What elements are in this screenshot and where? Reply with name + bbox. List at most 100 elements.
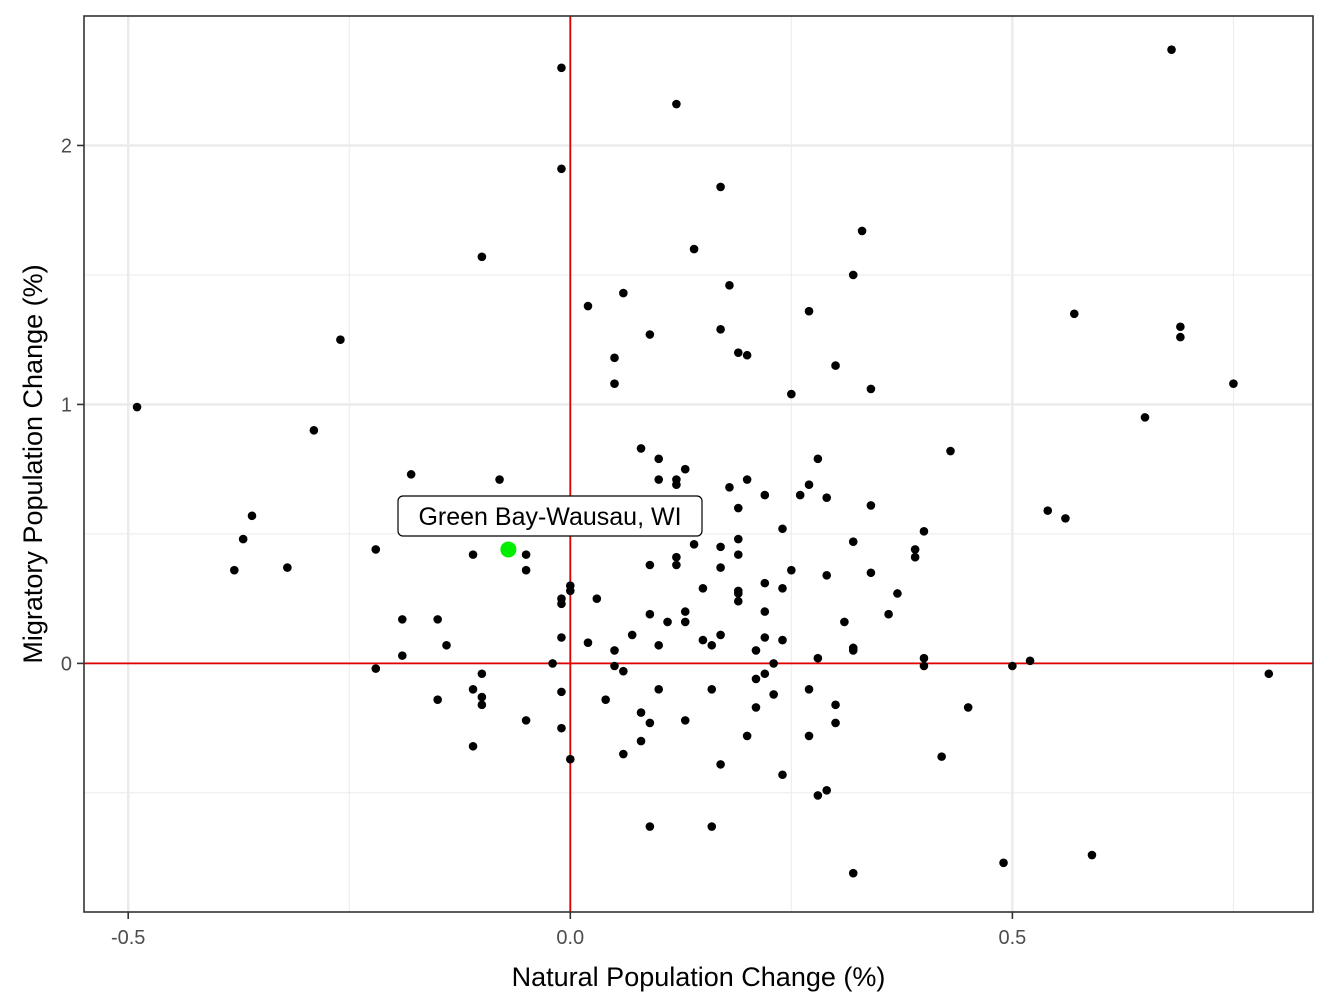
y-tick-label: 2 xyxy=(61,135,72,157)
data-point xyxy=(619,288,628,298)
data-point xyxy=(433,615,442,624)
data-point xyxy=(884,609,893,619)
data-point xyxy=(565,586,575,596)
data-point xyxy=(857,226,867,236)
data-point xyxy=(742,731,752,741)
data-point xyxy=(398,615,407,624)
data-point xyxy=(495,475,504,484)
data-point xyxy=(1087,850,1097,860)
data-point xyxy=(848,270,858,280)
data-point xyxy=(1176,332,1185,342)
y-axis: 0 1 2 xyxy=(61,135,84,675)
data-point xyxy=(672,480,681,490)
data-point xyxy=(937,752,946,761)
data-point xyxy=(689,244,699,254)
data-point xyxy=(1140,413,1150,422)
data-point xyxy=(778,584,787,593)
x-tick-label: 0.5 xyxy=(998,927,1026,949)
data-point xyxy=(1176,322,1185,332)
data-point xyxy=(610,661,619,671)
data-point xyxy=(230,565,239,575)
data-point xyxy=(1025,656,1035,666)
data-point xyxy=(583,638,593,647)
data-point xyxy=(804,306,814,316)
x-axis-title: Natural Population Change (%) xyxy=(512,962,886,992)
data-point xyxy=(557,723,566,733)
data-point xyxy=(645,609,655,619)
data-point xyxy=(610,646,619,655)
data-point xyxy=(672,552,681,562)
data-point xyxy=(654,640,664,650)
data-point xyxy=(787,389,796,399)
data-point xyxy=(733,534,743,544)
data-point xyxy=(645,330,655,339)
data-point xyxy=(406,470,416,479)
data-point xyxy=(521,550,531,559)
data-point xyxy=(680,716,690,725)
data-point xyxy=(787,565,796,575)
data-point xyxy=(716,542,725,552)
data-point xyxy=(1264,669,1274,679)
data-point xyxy=(822,785,832,795)
data-points xyxy=(132,45,1274,878)
data-point xyxy=(866,568,876,578)
data-point xyxy=(627,630,637,640)
data-point xyxy=(910,552,920,562)
data-point xyxy=(919,653,929,663)
data-point xyxy=(636,708,646,717)
plot-panel-border xyxy=(83,15,1314,913)
data-point xyxy=(645,822,655,831)
data-point xyxy=(477,252,487,262)
data-point xyxy=(521,565,531,575)
data-point xyxy=(583,301,593,311)
data-point xyxy=(698,584,708,593)
data-point xyxy=(804,731,814,741)
data-point xyxy=(1043,506,1053,515)
data-point xyxy=(619,749,628,759)
data-point xyxy=(610,353,619,363)
data-point xyxy=(477,700,487,710)
data-point xyxy=(654,475,664,484)
data-point xyxy=(1061,514,1070,523)
data-point xyxy=(866,501,876,510)
data-point xyxy=(751,674,761,684)
data-point xyxy=(636,444,646,453)
y-tick-label: 1 xyxy=(61,394,72,416)
data-point xyxy=(1167,45,1176,54)
data-point xyxy=(831,361,840,370)
data-point xyxy=(813,791,823,800)
data-point xyxy=(999,858,1008,868)
data-point xyxy=(636,736,646,746)
data-point xyxy=(919,661,929,671)
data-point xyxy=(371,545,381,554)
data-point xyxy=(433,695,442,704)
data-point xyxy=(725,483,734,492)
data-point xyxy=(592,594,602,603)
data-point xyxy=(601,695,610,704)
data-point xyxy=(919,527,929,536)
data-point xyxy=(769,690,778,699)
data-point xyxy=(716,630,725,640)
data-point xyxy=(963,703,973,712)
data-point xyxy=(760,578,770,588)
x-axis: -0.5 0.0 0.5 xyxy=(111,912,1026,949)
data-point xyxy=(707,640,717,650)
data-point xyxy=(132,402,142,412)
data-point xyxy=(760,633,770,642)
data-point xyxy=(1069,309,1079,319)
data-point xyxy=(804,684,814,694)
data-point xyxy=(565,754,575,764)
data-point xyxy=(946,446,955,456)
data-point xyxy=(716,563,725,572)
data-point xyxy=(557,633,566,642)
data-point xyxy=(795,490,805,500)
data-point xyxy=(707,822,717,831)
data-point xyxy=(468,741,478,751)
data-point xyxy=(680,617,690,627)
data-point xyxy=(733,589,743,598)
x-tick-label: -0.5 xyxy=(111,927,145,949)
data-point xyxy=(813,653,823,663)
data-point xyxy=(804,480,814,490)
data-point xyxy=(848,646,858,655)
data-point xyxy=(910,545,920,554)
